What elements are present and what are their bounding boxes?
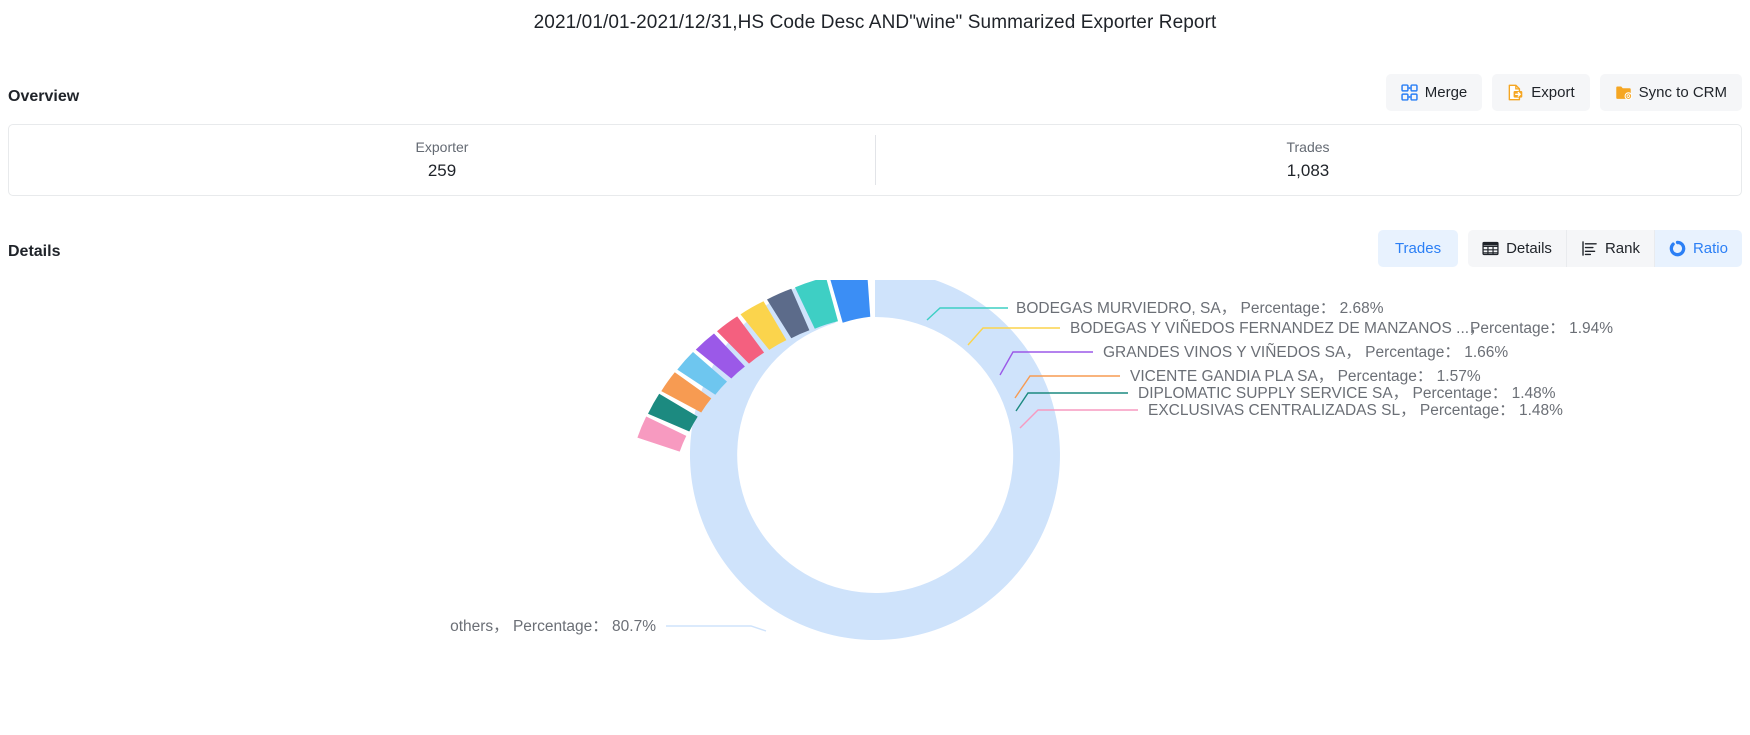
export-button-label: Export	[1531, 84, 1575, 101]
tab-ratio[interactable]: Ratio	[1653, 230, 1742, 267]
leader-line-6	[1019, 409, 1138, 429]
donut-svg: BODEGAS MURVIEDRO, SA， Percentage： 2.68%…	[450, 280, 1613, 640]
tab-ratio-label: Ratio	[1692, 240, 1728, 257]
donut-slices	[637, 280, 1060, 640]
slice-label-3: GRANDES VINOS Y VIÑEDOS SA， Percentage： …	[1103, 344, 1508, 361]
stat-trades-value: 1,083	[1286, 161, 1330, 180]
slice-label-1: BODEGAS MURVIEDRO, SA， Percentage： 2.68%	[1016, 300, 1384, 317]
slice-label-5: DIPLOMATIC SUPPLY SERVICE SA， Percentage…	[1138, 385, 1556, 402]
merge-button[interactable]: Merge	[1385, 74, 1483, 111]
overview-toolbar: Merge Export Sync to CRM	[1385, 74, 1742, 111]
tab-details-label: Details	[1506, 240, 1552, 257]
slice-exclusivas-centralizadas[interactable]	[637, 416, 687, 452]
details-heading: Details	[8, 243, 61, 260]
slice-grandes-vinos[interactable]	[695, 333, 745, 379]
leader-line-5	[1015, 392, 1128, 412]
tab-rank-label: Rank	[1604, 240, 1640, 257]
leader-line-1	[926, 307, 1008, 321]
tab-trades[interactable]: Trades	[1377, 230, 1459, 267]
page-title: 2021/01/01-2021/12/31,HS Code Desc AND"w…	[533, 12, 1217, 33]
overview-stat-card: Exporter 259 Trades 1,083	[8, 124, 1742, 196]
ratio-donut-icon	[1669, 240, 1686, 257]
leader-line-2	[967, 327, 1060, 346]
tab-details[interactable]: Details	[1468, 230, 1566, 267]
leader-line-4	[1014, 375, 1120, 399]
merge-icon	[1401, 84, 1418, 101]
ratio-donut-chart: BODEGAS MURVIEDRO, SA， Percentage： 2.68%…	[0, 280, 1750, 735]
slice-label-6: EXCLUSIVAS CENTRALIZADAS SL， Percentage：…	[1148, 402, 1563, 419]
stat-exporter-label: Exporter	[415, 139, 469, 155]
stat-exporter: Exporter 259	[9, 125, 875, 195]
sync-to-crm-icon	[1615, 84, 1632, 101]
details-toolbar: Trades Details	[1377, 230, 1742, 267]
view-mode-group: Details Rank Ratio	[1468, 230, 1742, 267]
slice-8[interactable]	[677, 352, 727, 395]
stat-trades-label: Trades	[1286, 139, 1330, 155]
slice-diplomatic-supply[interactable]	[648, 393, 698, 432]
slice-bodegas-murviedro[interactable]	[795, 280, 838, 329]
table-icon	[1482, 240, 1499, 257]
slice-vicente-gandia[interactable]	[661, 372, 712, 413]
slice-6[interactable]	[717, 316, 765, 364]
slice-4[interactable]	[767, 288, 810, 339]
rank-icon	[1581, 240, 1598, 257]
leader-line-others	[666, 625, 767, 632]
stat-exporter-value: 259	[427, 161, 457, 180]
stat-trades: Trades 1,083	[875, 125, 1741, 195]
slice-2[interactable]	[830, 280, 871, 323]
merge-button-label: Merge	[1424, 84, 1468, 101]
sync-to-crm-button-label: Sync to CRM	[1638, 84, 1727, 101]
slice-label-2a: BODEGAS Y VIÑEDOS FERNANDEZ DE MANZANOS …	[1070, 320, 1485, 337]
leader-lines	[666, 307, 1138, 632]
sync-to-crm-button[interactable]: Sync to CRM	[1599, 74, 1742, 111]
slice-label-2b: Percentage： 1.94%	[1470, 320, 1613, 337]
slice-fernandez-manzanos[interactable]	[740, 301, 787, 350]
slice-label-4: VICENTE GANDIA PLA SA， Percentage： 1.57%	[1130, 368, 1481, 385]
export-icon	[1507, 84, 1524, 101]
slice-label-others: others， Percentage： 80.7%	[450, 618, 656, 635]
export-button[interactable]: Export	[1492, 74, 1590, 111]
overview-heading: Overview	[8, 88, 80, 105]
tab-rank[interactable]: Rank	[1565, 230, 1654, 267]
leader-line-3	[999, 351, 1093, 376]
